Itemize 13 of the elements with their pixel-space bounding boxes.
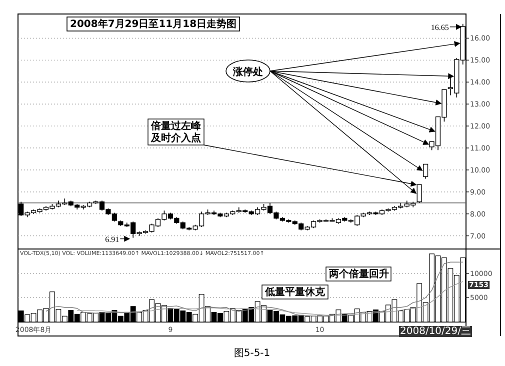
annotation: 图5-5-1 — [234, 348, 270, 359]
annotation: 涨停处 — [232, 66, 263, 78]
annotation: 6.91 — [105, 234, 120, 244]
annotation: 倍量过左峰及时介入点 — [150, 120, 202, 144]
text: 2008年7月29日至11月18日走势图 — [70, 18, 237, 30]
annotation: 16.65 — [430, 22, 449, 32]
annotation: 两个倍量回升 — [326, 266, 392, 282]
annotation: 涨停处 — [226, 41, 460, 194]
annotation: 6.91 — [105, 234, 130, 244]
annotation: 2008/10/29/三 — [399, 326, 472, 337]
annotation: 倍量过左峰及时介入点 — [148, 118, 417, 187]
annotation: 16.65 — [430, 22, 462, 32]
annotation: 低量平量休克 — [262, 284, 328, 300]
